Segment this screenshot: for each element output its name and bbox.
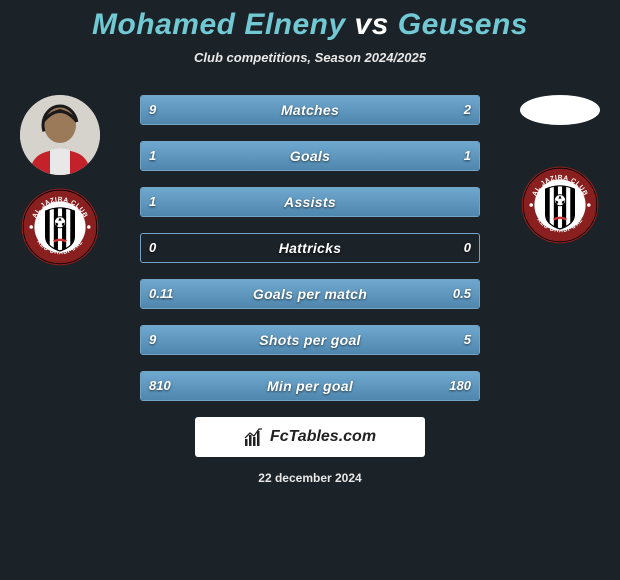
vs-text: vs [355, 8, 389, 41]
right-column: AL JAZIRA CLUB ABU DHABI-UAE [510, 95, 610, 245]
stat-row: 9Shots per goal5 [140, 325, 480, 355]
stat-row: 9Matches2 [140, 95, 480, 125]
left-column: AL JAZIRA CLUB ABU DHABI-UAE [10, 95, 110, 267]
player1-club-logo: AL JAZIRA CLUB ABU DHABI-UAE [20, 187, 100, 267]
footer-site-text: FcTables.com [270, 428, 376, 446]
stat-row: 1Goals1 [140, 141, 480, 171]
player1-avatar [20, 95, 100, 175]
stat-row: 1Assists [140, 187, 480, 217]
stat-value-right: 1 [464, 142, 471, 170]
stat-value-right: 0.5 [453, 280, 471, 308]
stat-label: Hattricks [141, 234, 479, 262]
stat-value-right: 5 [464, 326, 471, 354]
stat-value-right: 180 [449, 372, 471, 400]
stat-value-right: 0 [464, 234, 471, 262]
stat-row: 810Min per goal180 [140, 371, 480, 401]
footer-date: 22 december 2024 [0, 471, 620, 485]
stat-label: Shots per goal [141, 326, 479, 354]
player1-name: Mohamed Elneny [92, 8, 346, 41]
stat-label: Min per goal [141, 372, 479, 400]
stat-row: 0Hattricks0 [140, 233, 480, 263]
player2-name: Geusens [398, 8, 528, 41]
content-area: AL JAZIRA CLUB ABU DHABI-UAE [0, 95, 620, 401]
subtitle: Club competitions, Season 2024/2025 [0, 50, 620, 65]
comparison-title: Mohamed Elneny vs Geusens [0, 0, 620, 42]
stat-label: Assists [141, 188, 479, 216]
stat-label: Goals [141, 142, 479, 170]
stat-label: Matches [141, 96, 479, 124]
stats-bars: 9Matches21Goals11Assists0Hattricks00.11G… [140, 95, 480, 401]
footer-badge: FcTables.com [195, 417, 425, 457]
stat-value-right: 2 [464, 96, 471, 124]
stat-label: Goals per match [141, 280, 479, 308]
fctables-icon [244, 427, 264, 447]
stat-row: 0.11Goals per match0.5 [140, 279, 480, 309]
player2-club-logo: AL JAZIRA CLUB ABU DHABI-UAE [520, 165, 600, 245]
player2-avatar-placeholder [520, 95, 600, 125]
